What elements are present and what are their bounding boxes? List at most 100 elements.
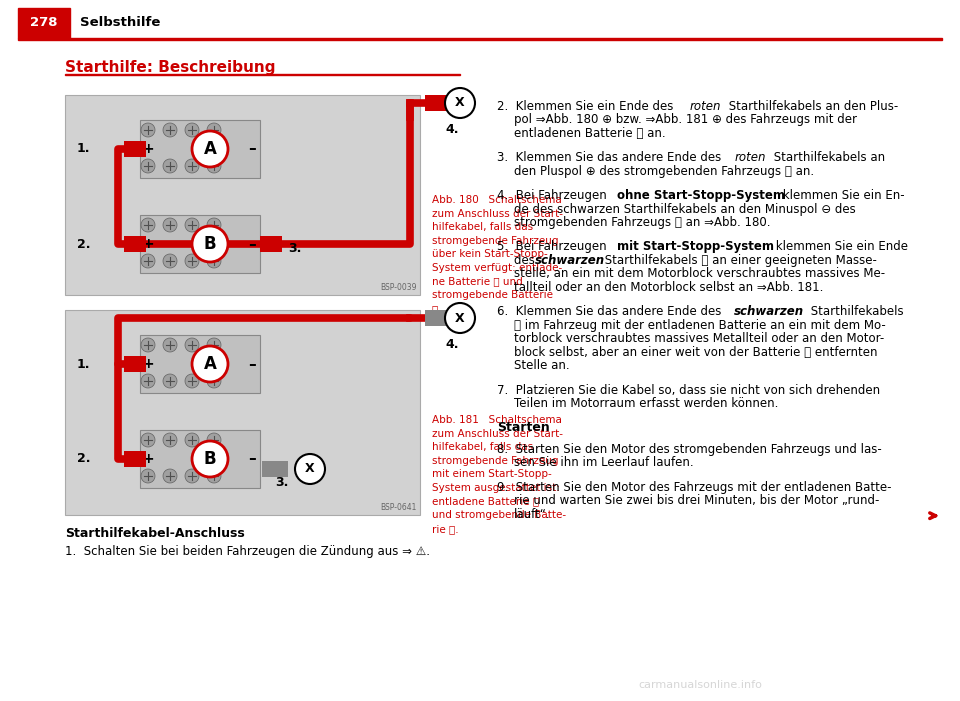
Text: X: X [455, 97, 465, 109]
Circle shape [163, 218, 177, 232]
Bar [18, 38, 942, 39]
Text: Teilen im Motorraum erfasst werden können.: Teilen im Motorraum erfasst werden könne… [514, 397, 779, 410]
Bar [140, 120, 260, 178]
Text: klemmen Sie ein Ende: klemmen Sie ein Ende [772, 240, 908, 253]
Text: 2.: 2. [77, 238, 90, 250]
Text: des: des [514, 254, 539, 267]
Circle shape [185, 374, 199, 388]
Circle shape [207, 159, 221, 173]
Text: mit Start-Stopp-System: mit Start-Stopp-System [617, 240, 774, 253]
Bar [140, 430, 260, 488]
Circle shape [141, 338, 155, 352]
Text: schwarzen: schwarzen [734, 305, 804, 318]
Text: Stelle an.: Stelle an. [514, 359, 569, 372]
Text: schwarzen: schwarzen [535, 254, 605, 267]
Circle shape [207, 254, 221, 268]
Text: Starten: Starten [497, 421, 550, 435]
Text: BSP-0039: BSP-0039 [380, 283, 417, 292]
Circle shape [295, 454, 325, 484]
Circle shape [185, 338, 199, 352]
Text: 1.  Schalten Sie bei beiden Fahrzeugen die Zündung aus ⇒ ⚠.: 1. Schalten Sie bei beiden Fahrzeugen di… [65, 545, 430, 558]
Circle shape [445, 88, 475, 118]
Text: 4.  Bei Fahrzeugen: 4. Bei Fahrzeugen [497, 189, 611, 202]
Text: B: B [204, 235, 216, 253]
Text: X: X [455, 311, 465, 325]
Text: 3.: 3. [288, 243, 301, 255]
Text: pol ⇒Abb. 180 ⊕ bzw. ⇒Abb. 181 ⊕ des Fahrzeugs mit der: pol ⇒Abb. 180 ⊕ bzw. ⇒Abb. 181 ⊕ des Fah… [514, 114, 857, 126]
Circle shape [185, 123, 199, 137]
Bar [65, 310, 420, 515]
Circle shape [163, 374, 177, 388]
Text: Starthilfekabels ⓧ an einer geeigneten Masse-: Starthilfekabels ⓧ an einer geeigneten M… [601, 254, 876, 267]
Text: ohne Start-Stopp-System: ohne Start-Stopp-System [617, 189, 785, 202]
Bar [65, 95, 420, 295]
Text: roten: roten [735, 151, 766, 164]
Text: 1.: 1. [77, 358, 90, 371]
Circle shape [192, 346, 228, 382]
Bar [425, 95, 453, 111]
Text: ⓧ im Fahrzeug mit der entladenen Batterie an ein mit dem Mo-: ⓧ im Fahrzeug mit der entladenen Batteri… [514, 319, 886, 332]
Bar [124, 141, 146, 157]
Text: 3.: 3. [275, 477, 288, 489]
Circle shape [207, 338, 221, 352]
Bar [124, 356, 146, 372]
Circle shape [163, 433, 177, 447]
Text: –: – [248, 357, 256, 372]
Text: rie und warten Sie zwei bis drei Minuten, bis der Motor „rund-: rie und warten Sie zwei bis drei Minuten… [514, 494, 879, 508]
Text: tallteil oder an den Motorblock selbst an ⇒Abb. 181.: tallteil oder an den Motorblock selbst a… [514, 281, 824, 294]
Circle shape [207, 374, 221, 388]
Text: 6.  Klemmen Sie das andere Ende des: 6. Klemmen Sie das andere Ende des [497, 305, 725, 318]
Text: 4.: 4. [445, 123, 459, 136]
Circle shape [185, 254, 199, 268]
Text: Starthilfekabels an: Starthilfekabels an [770, 151, 885, 164]
Text: X: X [305, 463, 315, 475]
Text: +: + [142, 237, 154, 251]
Text: A: A [204, 355, 216, 373]
Text: 278: 278 [31, 17, 58, 29]
Text: roten: roten [690, 100, 722, 113]
Text: Starthilfekabel-Anschluss: Starthilfekabel-Anschluss [65, 527, 245, 540]
Text: –: – [248, 236, 256, 252]
Circle shape [141, 374, 155, 388]
Text: 7.  Platzieren Sie die Kabel so, dass sie nicht von sich drehenden: 7. Platzieren Sie die Kabel so, dass sie… [497, 383, 880, 397]
Circle shape [192, 226, 228, 262]
Circle shape [185, 469, 199, 483]
Text: torblock verschraubtes massives Metallteil oder an den Motor-: torblock verschraubtes massives Metallte… [514, 332, 884, 345]
Text: Starthilfekabels an den Plus-: Starthilfekabels an den Plus- [725, 100, 899, 113]
Bar [65, 74, 460, 75]
Circle shape [141, 218, 155, 232]
Text: Starthilfe: Beschreibung: Starthilfe: Beschreibung [65, 60, 276, 75]
Circle shape [185, 433, 199, 447]
Bar [124, 236, 146, 252]
Circle shape [141, 469, 155, 483]
Circle shape [185, 159, 199, 173]
Circle shape [192, 441, 228, 477]
Text: B: B [204, 450, 216, 468]
Text: läuft“.: läuft“. [514, 508, 551, 521]
Bar [262, 461, 288, 477]
Text: –: – [248, 142, 256, 156]
Text: A: A [204, 140, 216, 158]
Text: –: – [248, 451, 256, 466]
Circle shape [192, 131, 228, 167]
Text: BSP-0641: BSP-0641 [380, 503, 417, 512]
Text: sen Sie ihn im Leerlauf laufen.: sen Sie ihn im Leerlauf laufen. [514, 456, 694, 470]
Circle shape [207, 469, 221, 483]
Text: 1.: 1. [77, 142, 90, 156]
Text: 5.  Bei Fahrzeugen: 5. Bei Fahrzeugen [497, 240, 611, 253]
Bar [425, 310, 453, 326]
Text: 2.  Klemmen Sie ein Ende des: 2. Klemmen Sie ein Ende des [497, 100, 677, 113]
Circle shape [163, 123, 177, 137]
Text: 8.  Starten Sie den Motor des stromgebenden Fahrzeugs und las-: 8. Starten Sie den Motor des stromgebend… [497, 443, 881, 456]
Circle shape [163, 254, 177, 268]
Text: entladenen Batterie Ⓐ an.: entladenen Batterie Ⓐ an. [514, 127, 665, 140]
Circle shape [185, 218, 199, 232]
Text: Abb. 181   Schaltschema
zum Anschluss der Start-
hilfekabel, falls das
stromgebe: Abb. 181 Schaltschema zum Anschluss der … [432, 415, 566, 533]
Text: stromgebenden Fahrzeugs Ⓑ an ⇒Abb. 180.: stromgebenden Fahrzeugs Ⓑ an ⇒Abb. 180. [514, 216, 771, 229]
Text: 3.  Klemmen Sie das andere Ende des: 3. Klemmen Sie das andere Ende des [497, 151, 725, 164]
Circle shape [445, 303, 475, 333]
Text: 9.  Starten Sie den Motor des Fahrzeugs mit der entladenen Batte-: 9. Starten Sie den Motor des Fahrzeugs m… [497, 481, 892, 494]
Text: de des schwarzen Starthilfekabels an den Minuspol ⊖ des: de des schwarzen Starthilfekabels an den… [514, 203, 855, 216]
Circle shape [163, 469, 177, 483]
Text: +: + [142, 357, 154, 371]
